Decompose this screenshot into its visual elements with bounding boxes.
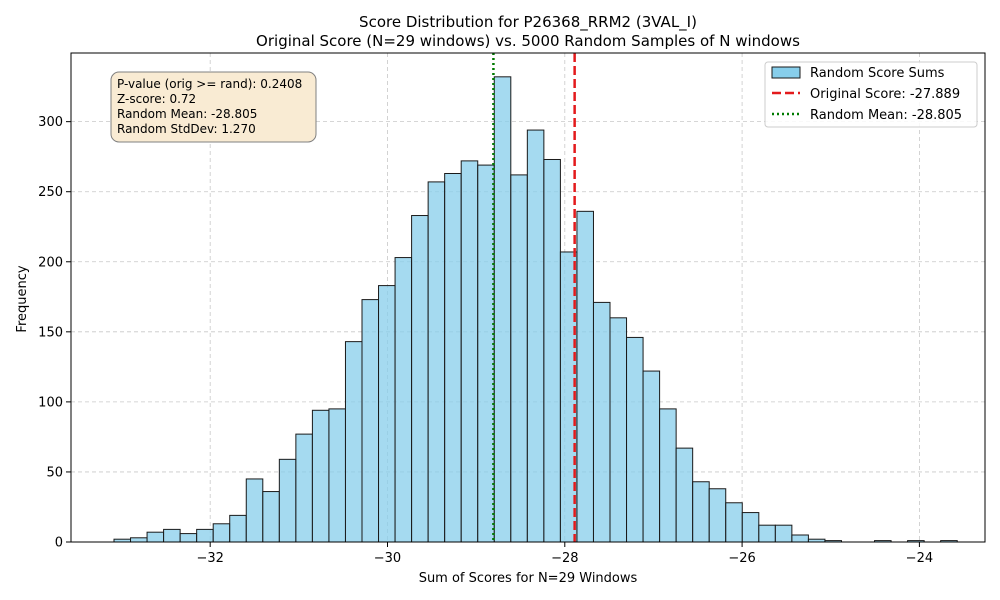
histogram-bar <box>725 502 743 543</box>
y-tick-label: 50 <box>46 465 63 480</box>
legend-label-random-sums: Random Score Sums <box>810 66 945 81</box>
x-tick-label: −28 <box>551 551 578 566</box>
histogram-bar <box>130 537 148 543</box>
stats-box-background <box>110 71 317 143</box>
histogram-bar <box>394 257 413 543</box>
stats-zscore: Z-score: 0.72 <box>117 92 196 106</box>
legend-label-original-score: Original Score: -27.889 <box>810 87 960 102</box>
histogram-bar <box>262 491 280 543</box>
legend-label-random-mean: Random Mean: -28.805 <box>810 108 962 123</box>
histogram-bar <box>212 523 231 543</box>
x-tick-label: −26 <box>728 551 755 566</box>
y-tick-label: 100 <box>38 395 63 410</box>
histogram-bar <box>477 164 495 543</box>
histogram-bar <box>626 336 644 543</box>
histogram-bar <box>444 172 462 543</box>
histogram-bar <box>526 129 545 543</box>
y-tick-label: 0 <box>55 536 63 551</box>
histogram-bar <box>609 317 628 543</box>
histogram-bar <box>576 210 594 543</box>
histogram-bar <box>378 285 396 543</box>
y-tick-label: 150 <box>38 325 63 340</box>
histogram-bar <box>163 528 181 543</box>
x-axis-ticks: −32 −30 −28 −26 −24 <box>196 542 933 566</box>
histogram-bar <box>758 524 776 543</box>
legend: Random Score Sums Original Score: -27.88… <box>764 61 978 128</box>
histogram-bar <box>543 158 561 543</box>
plot-frame <box>70 52 986 543</box>
y-tick-label: 250 <box>38 185 63 200</box>
histogram-bar <box>659 408 677 543</box>
plot-area: −32 −30 −28 −26 −24 0 50 100 150 200 250 300 <box>38 52 986 566</box>
histogram-bar <box>642 370 661 543</box>
stats-pvalue: P-value (orig >= rand): 0.2408 <box>117 77 302 91</box>
y-tick-label: 300 <box>38 115 63 130</box>
histogram-bar <box>460 160 479 543</box>
chart-title: Score Distribution for P26368_RRM2 (3VAL… <box>359 13 697 32</box>
histogram-bar <box>361 299 380 543</box>
histogram-bar <box>311 409 330 543</box>
histogram-bar <box>675 447 694 543</box>
histogram-bars <box>113 76 958 543</box>
legend-frame <box>764 61 978 128</box>
histogram-bar <box>493 76 512 543</box>
x-tick-label: −24 <box>906 551 933 566</box>
histogram-bar <box>592 301 611 543</box>
histogram-bar <box>196 528 214 543</box>
histogram-bar <box>278 458 297 543</box>
x-tick-label: −32 <box>196 551 223 566</box>
x-tick-label: −30 <box>374 551 401 566</box>
histogram-bar <box>229 514 247 543</box>
histogram-bar <box>328 408 346 543</box>
histogram-bar <box>510 174 528 543</box>
histogram-bar <box>245 478 264 543</box>
stats-random-mean: Random Mean: -28.805 <box>117 107 257 121</box>
histogram-bar <box>179 533 198 543</box>
reference-lines <box>492 53 576 542</box>
histogram-bar <box>344 341 363 543</box>
y-tick-label: 200 <box>38 255 63 270</box>
histogram-bar <box>708 488 727 543</box>
y-axis-label: Frequency <box>15 265 30 332</box>
stats-random-stddev: Random StdDev: 1.270 <box>117 122 256 136</box>
legend-swatch-random-sums <box>771 66 801 79</box>
x-axis-label: Sum of Scores for N=29 Windows <box>419 571 638 586</box>
histogram-bar <box>411 215 429 543</box>
histogram-bar <box>295 433 313 543</box>
histogram-bar <box>741 512 760 543</box>
histogram-bar <box>146 531 165 543</box>
chart-subtitle: Original Score (N=29 windows) vs. 5000 R… <box>256 32 800 50</box>
histogram-bar <box>427 181 446 543</box>
histogram-bar <box>774 524 793 543</box>
histogram-bar <box>692 481 710 543</box>
stats-box: P-value (orig >= rand): 0.2408 Z-score: … <box>110 71 317 143</box>
histogram-bar <box>791 534 809 543</box>
y-axis-ticks: 0 50 100 150 200 250 300 <box>38 115 71 551</box>
